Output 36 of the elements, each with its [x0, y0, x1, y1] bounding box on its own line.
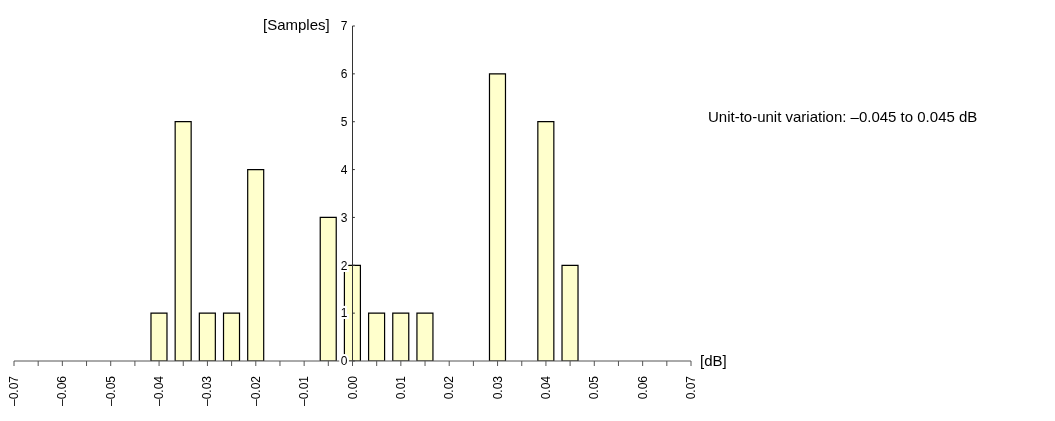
bar: [416, 312, 434, 361]
x-tick-label: 0.04: [538, 375, 553, 400]
y-tick-label: 4: [340, 162, 348, 177]
x-tick-label: 0.01: [393, 375, 408, 400]
y-tick-label: 5: [340, 114, 348, 129]
y-tick-label: 3: [340, 210, 348, 225]
x-tick-label: 0.07: [684, 375, 698, 400]
y-tick-label: 0: [340, 354, 348, 369]
x-tick-label: –0.05: [103, 375, 118, 407]
x-tick-label: –0.07: [7, 375, 21, 407]
bar: [222, 312, 241, 361]
x-tick-label: 0.05: [587, 375, 602, 400]
x-tick-label: 0.02: [442, 375, 457, 400]
x-tick-label: –0.02: [248, 375, 263, 407]
x-tick-label: 0.06: [635, 375, 650, 400]
y-tick-label: 6: [340, 67, 348, 82]
x-tick-label: –0.06: [55, 375, 70, 407]
x-axis-title: [dB]: [700, 352, 727, 369]
bar: [561, 264, 579, 361]
bar: [319, 216, 337, 361]
y-tick-label: 7: [340, 19, 348, 34]
bar: [537, 121, 555, 361]
bar: [174, 121, 192, 361]
bar: [247, 168, 265, 361]
x-tick-label: –0.03: [200, 375, 215, 407]
text: Unit-to-unit variation: –0.045 to 0.045 dB: [708, 108, 978, 125]
bar: [367, 312, 386, 361]
bar: [150, 312, 168, 361]
x-tick-label: 0.00: [345, 375, 360, 400]
bar: [198, 312, 216, 361]
bar: [392, 312, 410, 361]
y-axis-title: [Samples]: [263, 16, 330, 33]
x-tick-label: –0.04: [152, 375, 167, 407]
x-tick-label: –0.01: [297, 375, 312, 407]
x-tick-label: 0.03: [490, 375, 505, 400]
bar: [488, 73, 507, 361]
